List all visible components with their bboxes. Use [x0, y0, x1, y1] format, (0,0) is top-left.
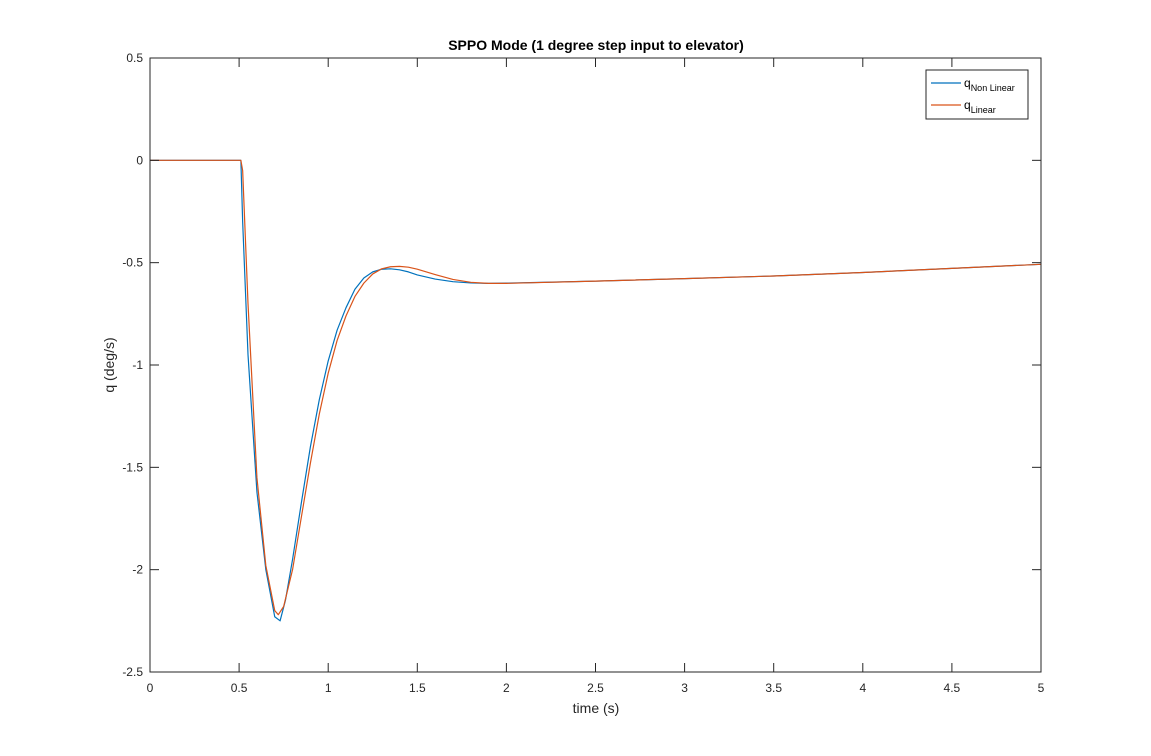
x-tick-label: 1.5: [409, 681, 426, 695]
y-tick-label: 0.5: [126, 51, 143, 65]
y-tick-label: -2: [132, 563, 143, 577]
legend-box: [925, 69, 1029, 120]
x-tick-label: 2.5: [587, 681, 604, 695]
series-line-linear: [150, 159, 1042, 616]
legend-label-linear: qLinear: [964, 98, 996, 115]
y-tick-label: -1.5: [122, 460, 143, 474]
legend-label-non-linear: qNon Linear: [964, 76, 1015, 93]
x-tick-label: 0.5: [231, 681, 248, 695]
y-tick-labels: -2.5 -2 -1.5 -1 -0.5 0 0.5: [122, 51, 143, 679]
x-tick-label: 4: [859, 681, 866, 695]
legend-label-linear-main: q: [964, 98, 971, 112]
plot-area: [150, 58, 1041, 672]
legend-label-linear-subscript: Linear: [971, 105, 996, 115]
x-tick-label: 1: [325, 681, 332, 695]
y-axis-label: q (deg/s): [101, 337, 117, 392]
legend-label-non-linear-main: q: [964, 76, 971, 90]
series-lines: [150, 159, 1042, 622]
y-tick-label: -1: [132, 358, 143, 372]
x-tick-label: 3.5: [765, 681, 782, 695]
x-tick-label: 2: [503, 681, 510, 695]
x-tick-label: 0: [147, 681, 154, 695]
x-tick-label: 4.5: [944, 681, 961, 695]
legend-label-non-linear-subscript: Non Linear: [971, 83, 1015, 93]
x-tick-labels: 0 0.5 1 1.5 2 2.5 3 3.5 4 4.5 5: [147, 681, 1045, 695]
y-tick-label: -0.5: [122, 256, 143, 270]
axis-ticks: [149, 57, 1042, 673]
x-axis-label: time (s): [573, 700, 620, 716]
chart-title: SPPO Mode (1 degree step input to elevat…: [448, 37, 744, 53]
y-tick-label: -2.5: [122, 665, 143, 679]
x-tick-label: 3: [681, 681, 688, 695]
y-tick-label: 0: [136, 153, 143, 167]
legend: qNon Linear qLinear: [925, 69, 1029, 120]
x-tick-label: 5: [1038, 681, 1045, 695]
